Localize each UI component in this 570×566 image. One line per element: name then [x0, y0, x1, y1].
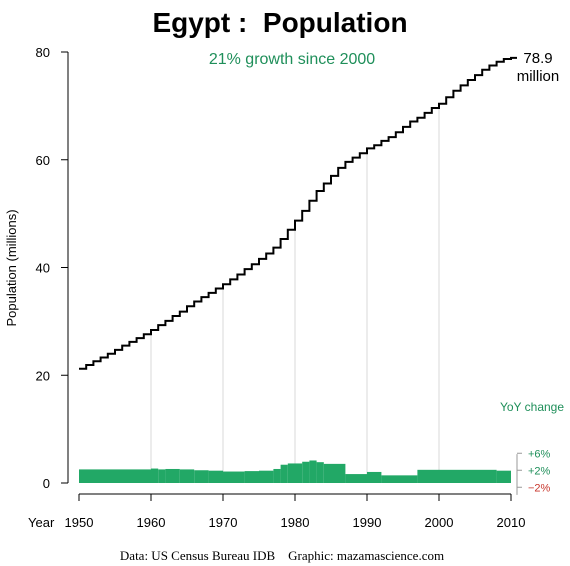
yoy-bar: [287, 463, 303, 483]
yoy-bar: [151, 468, 159, 483]
yoy-bars: [79, 460, 511, 483]
yoy-bar: [158, 469, 166, 483]
yoy-bar: [367, 471, 382, 483]
yoy-bar: [223, 471, 245, 483]
yoy-bar: [381, 475, 418, 483]
y-axis: 0 20 40 60 80: [36, 45, 69, 491]
x-tick-label: 1990: [353, 515, 382, 530]
chart-subtitle: 21% growth since 2000: [209, 51, 375, 68]
yoy-bar: [323, 463, 346, 483]
yoy-axis: +6% +2% −2%: [516, 448, 551, 495]
end-unit-label: million: [517, 68, 560, 85]
yoy-bar: [302, 461, 310, 483]
yoy-bar: [316, 462, 324, 483]
yoy-bar: [273, 468, 281, 483]
yoy-bar: [79, 469, 151, 483]
y-tick-label: 20: [36, 368, 50, 383]
x-axis: 1950 1960 1970 1980 1990 2000 2010: [65, 493, 526, 530]
x-tick-label: 1980: [281, 515, 310, 530]
yoy-title: YoY change: [500, 400, 564, 414]
yoy-bar: [259, 470, 274, 483]
yoy-bar: [208, 470, 223, 483]
x-tick-label: 2010: [497, 515, 526, 530]
source-credit: Data: US Census Bureau IDB Graphic: maza…: [120, 548, 444, 563]
population-step-line: [79, 56, 517, 370]
chart-title: Egypt : Population: [152, 7, 407, 38]
yoy-tick-label: −2%: [528, 482, 551, 494]
end-value-label: 78.9: [523, 50, 552, 67]
yoy-bar: [345, 474, 367, 483]
y-axis-label: Population (millions): [4, 209, 19, 326]
y-tick-label: 60: [36, 153, 50, 168]
yoy-bar: [165, 468, 180, 483]
yoy-bar: [496, 470, 511, 483]
yoy-bar: [417, 469, 497, 483]
yoy-bar: [194, 470, 209, 483]
x-tick-label: 1970: [209, 515, 238, 530]
x-axis-label: Year: [28, 515, 55, 530]
x-tick-label: 1960: [137, 515, 166, 530]
y-tick-label: 0: [43, 476, 50, 491]
yoy-bar: [280, 464, 288, 483]
yoy-bar: [309, 460, 317, 483]
yoy-bar: [244, 471, 259, 483]
x-tick-label: 2000: [425, 515, 454, 530]
yoy-bar: [179, 469, 195, 483]
grid-lines: [150, 103, 440, 483]
y-tick-label: 40: [36, 261, 50, 276]
yoy-tick-label: +6%: [528, 448, 551, 460]
yoy-tick-label: +2%: [528, 465, 551, 477]
x-tick-label: 1950: [65, 515, 94, 530]
population-series: [79, 56, 517, 370]
y-tick-label: 80: [36, 45, 50, 60]
